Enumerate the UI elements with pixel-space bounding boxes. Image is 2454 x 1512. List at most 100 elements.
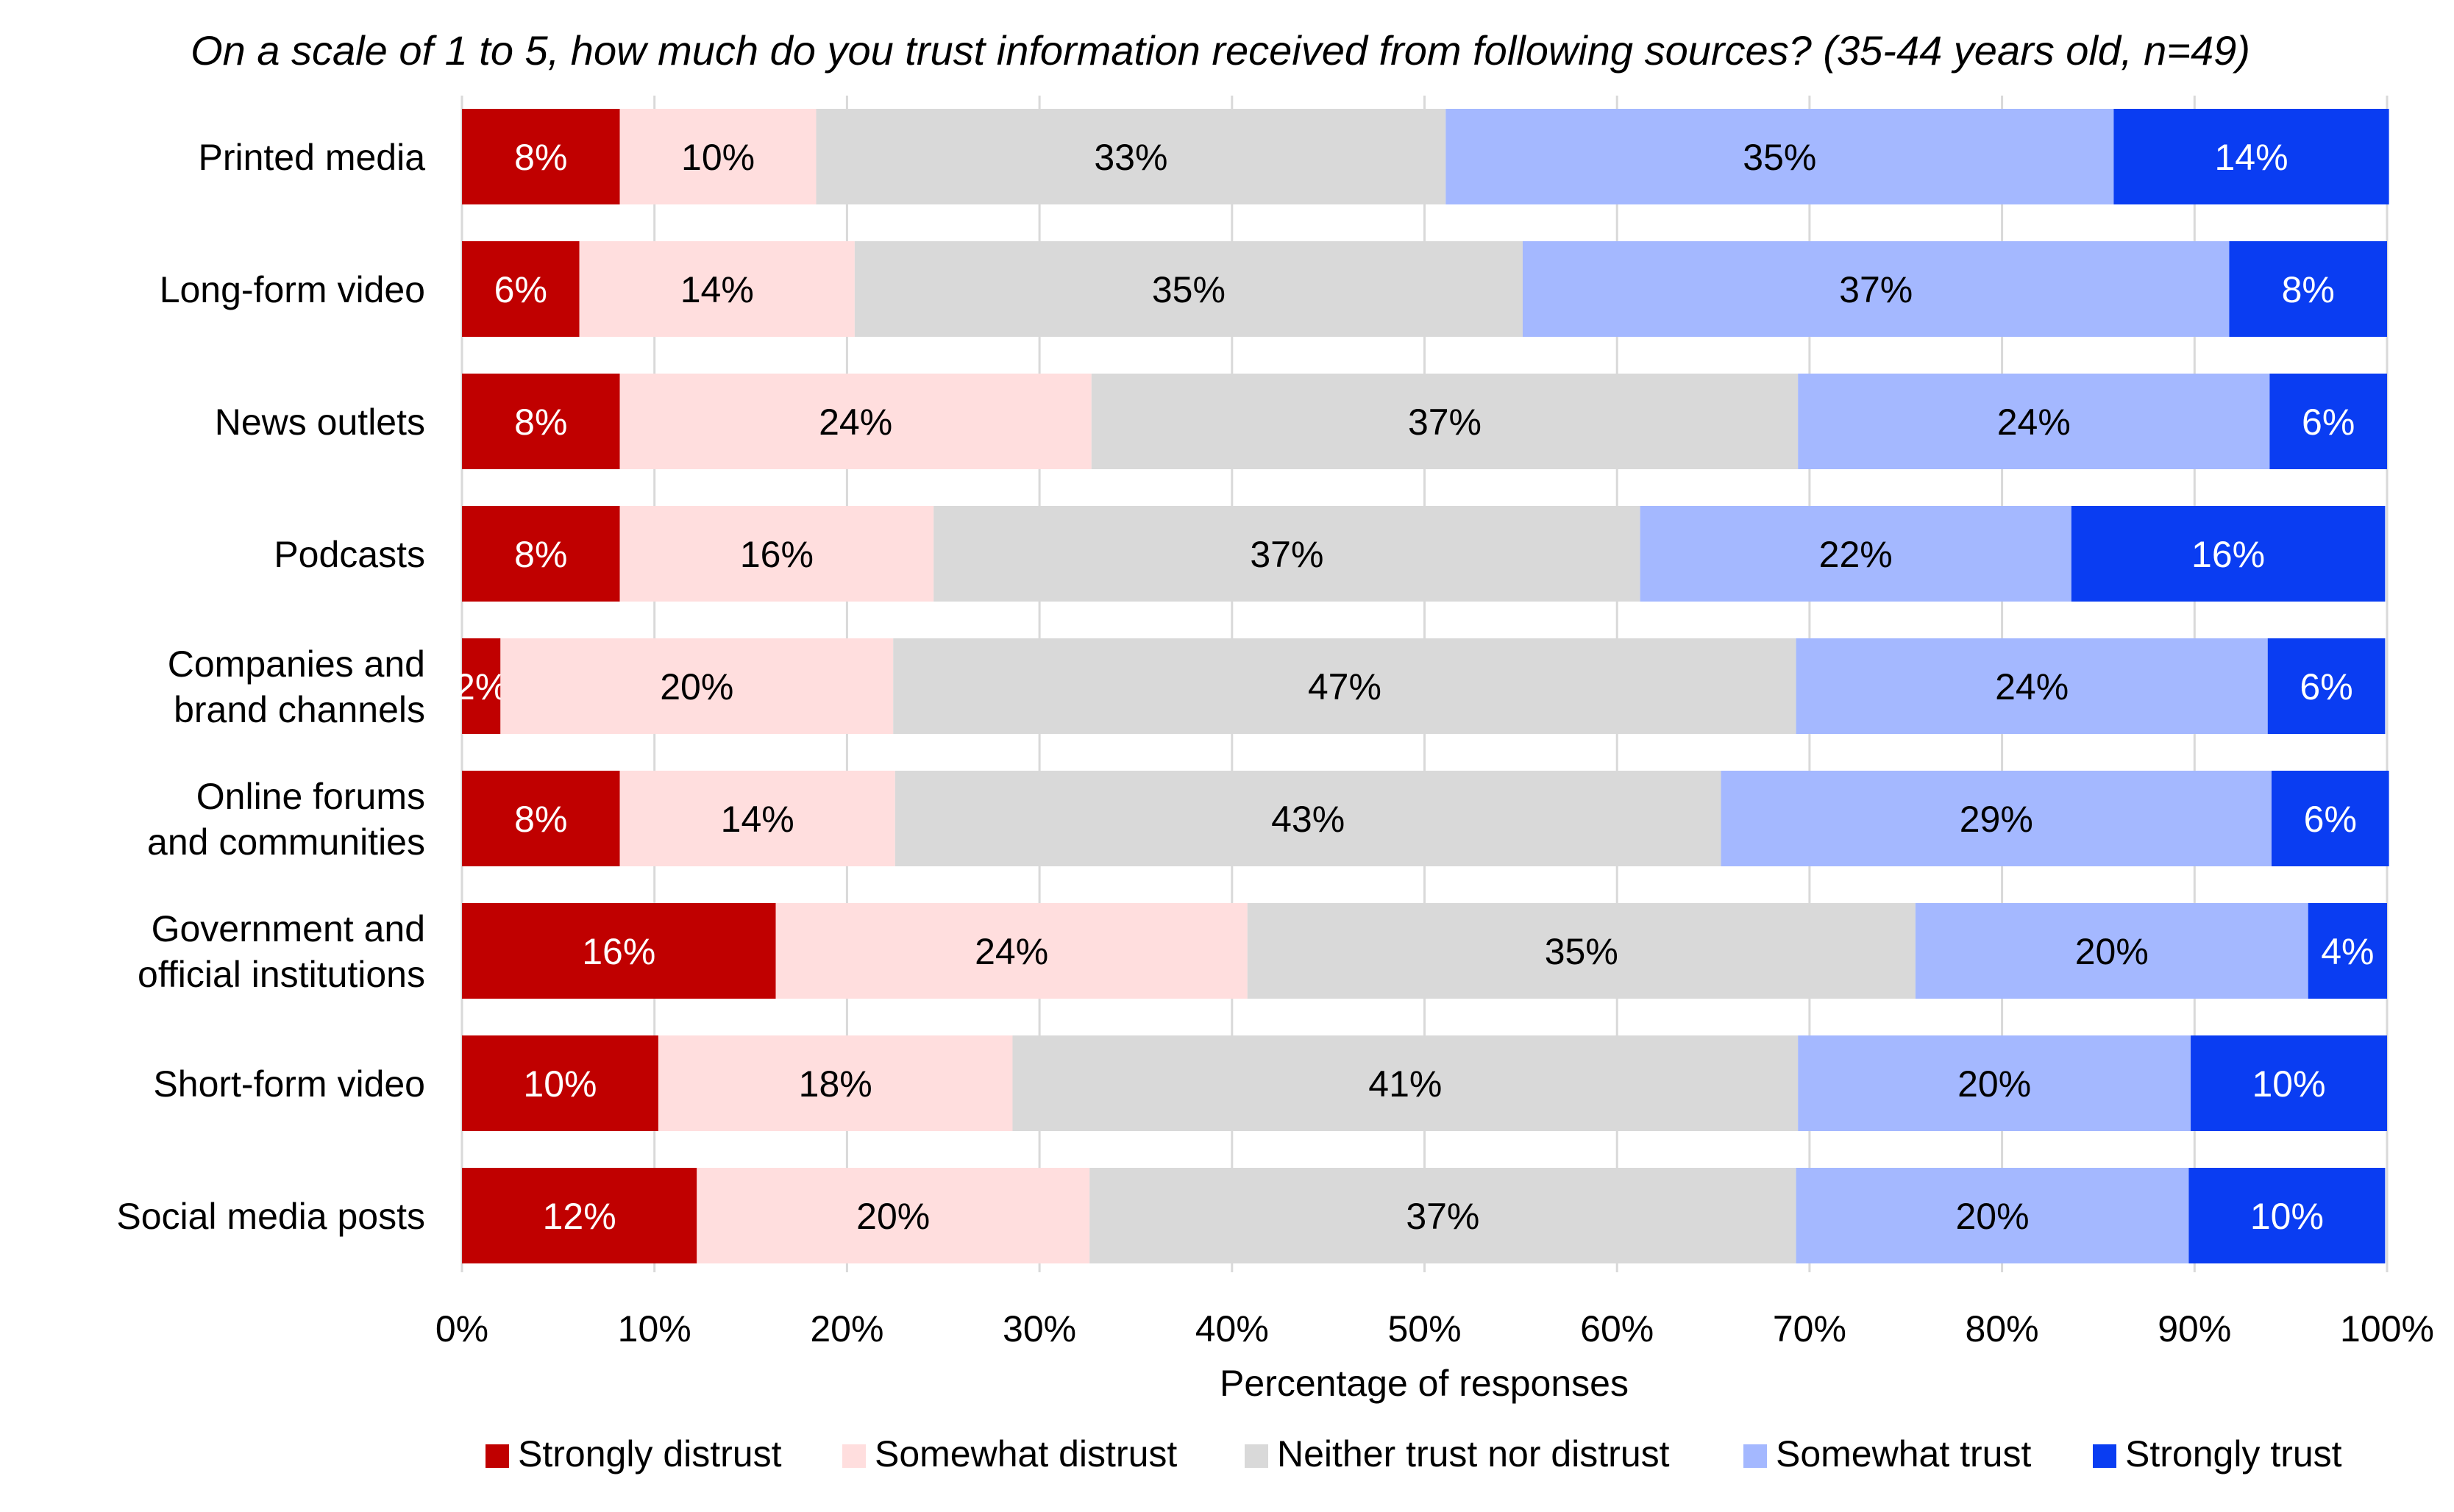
bar-social-media-posts-strongly-distrust [462,1168,697,1263]
data-label: 10% [2250,1196,2324,1237]
bar-government-and-official-institutions-strongly-distrust [462,903,776,999]
data-label: 24% [1995,666,2069,707]
data-label: 43% [1271,799,1345,840]
bar-social-media-posts-somewhat-trust [1796,1168,2189,1263]
data-label: 37% [1839,269,1913,310]
legend-swatch-neither-trust-nor-distrust [1245,1444,1268,1468]
bar-news-outlets-strongly-distrust [462,374,620,469]
bar-podcasts-somewhat-distrust [619,506,934,602]
bar-short-form-video-somewhat-trust [1798,1035,2191,1131]
legend-swatch-strongly-trust [2093,1444,2116,1468]
category-label: Online forums and communities [147,776,425,863]
data-label: 35% [1545,931,1618,972]
bar-long-form-video-somewhat-trust [1522,241,2230,337]
bar-online-forums-and-communities-neither-trust-nor-distrust [895,771,1721,866]
x-axis-title: Percentage of responses [1220,1363,1629,1404]
bar-podcasts-strongly-distrust [462,506,620,602]
bar-companies-and-brand-channels-neither-trust-nor-distrust [893,638,1796,734]
bar-companies-and-brand-channels-strongly-distrust [462,638,501,734]
bar-long-form-video-strongly-trust [2229,241,2387,337]
category-label-line: Companies and [168,643,425,685]
bar-printed-media-neither-trust-nor-distrust [816,109,1446,204]
data-label: 4% [2321,931,2374,972]
data-label: 6% [2304,799,2357,840]
category-label: Social media posts [116,1196,425,1237]
data-label: 33% [1094,137,1167,178]
data-label: 14% [721,799,794,840]
data-label: 20% [660,666,733,707]
category-label-line: official institutions [138,954,425,995]
x-tick-label: 80% [1966,1308,2039,1349]
chart-title: On a scale of 1 to 5, how much do you tr… [191,27,2250,74]
bar-news-outlets-strongly-trust [2269,374,2387,469]
x-tick-label: 90% [2158,1308,2231,1349]
x-tick-label: 20% [810,1308,883,1349]
data-label: 6% [494,269,547,310]
category-label: Podcasts [274,534,425,575]
bar-government-and-official-institutions-somewhat-distrust [775,903,1248,999]
category-label: Short-form video [153,1063,425,1105]
bar-online-forums-and-communities-somewhat-trust [1721,771,2272,866]
bar-printed-media-somewhat-trust [1445,109,2114,204]
legend-label: Somewhat distrust [875,1433,1177,1474]
legend: Strongly distrust Somewhat distrust Neithe… [486,1433,2342,1474]
data-label: 6% [2302,402,2355,443]
data-label: 24% [1997,402,2071,443]
data-label: 8% [2282,269,2335,310]
bar-long-form-video-neither-trust-nor-distrust [854,241,1523,337]
bar-companies-and-brand-channels-somewhat-trust [1796,638,2268,734]
bar-podcasts-neither-trust-nor-distrust [933,506,1640,602]
bar-government-and-official-institutions-somewhat-trust [1915,903,2308,999]
bar-companies-and-brand-channels-somewhat-distrust [500,638,894,734]
data-label: 35% [1152,269,1226,310]
data-label: 8% [514,534,567,575]
bar-podcasts-somewhat-trust [1640,506,2071,602]
data-label: 14% [680,269,754,310]
bar-podcasts-strongly-trust [2071,506,2386,602]
bar-companies-and-brand-channels-strongly-trust [2267,638,2386,734]
x-tick-label: 10% [618,1308,691,1349]
category-label-line: Online forums [196,776,425,817]
legend-label: Strongly distrust [518,1433,782,1474]
data-label: 37% [1408,402,1482,443]
bar-news-outlets-somewhat-trust [1798,374,2270,469]
bar-government-and-official-institutions-neither-trust-nor-distrust [1247,903,1916,999]
bar-social-media-posts-strongly-trust [2188,1168,2386,1263]
legend-swatch-somewhat-trust [1743,1444,1767,1468]
data-label: 24% [975,931,1048,972]
bar-long-form-video-somewhat-distrust [579,241,855,337]
bar-news-outlets-neither-trust-nor-distrust [1091,374,1799,469]
bar-short-form-video-strongly-trust [2191,1035,2387,1131]
bar-short-form-video-neither-trust-nor-distrust [1012,1035,1799,1131]
data-label: 10% [523,1063,597,1105]
bar-online-forums-and-communities-strongly-distrust [462,771,620,866]
legend-label: Somewhat trust [1776,1433,2031,1474]
category-label: Companies and brand channels [168,643,425,730]
data-label: 12% [543,1196,616,1237]
data-label: 8% [514,799,567,840]
x-tick-label: 100% [2340,1308,2434,1349]
bar-online-forums-and-communities-strongly-trust [2271,771,2389,866]
data-label: 10% [2252,1063,2325,1105]
legend-label: Strongly trust [2125,1433,2342,1474]
data-label: 47% [1308,666,1381,707]
x-tick-label: 70% [1773,1308,1846,1349]
data-label: 8% [514,402,567,443]
data-label: 16% [582,931,655,972]
data-label: 37% [1250,534,1323,575]
bar-government-and-official-institutions-strongly-trust [2308,903,2387,999]
category-label: Long-form video [160,269,425,310]
legend-label: Neither trust nor distrust [1277,1433,1670,1474]
category-labels: Printed media Long-form video News outlets… [116,137,425,1237]
data-label: 29% [1960,799,2033,840]
data-label: 24% [819,402,892,443]
legend-swatch-somewhat-distrust [842,1444,866,1468]
bar-social-media-posts-neither-trust-nor-distrust [1089,1168,1796,1263]
bar-short-form-video-somewhat-distrust [658,1035,1013,1131]
bar-printed-media-somewhat-distrust [619,109,817,204]
data-label: 20% [2075,931,2149,972]
data-label: 41% [1368,1063,1442,1105]
data-label: 8% [514,137,567,178]
data-label: 22% [1819,534,1893,575]
bar-online-forums-and-communities-somewhat-distrust [619,771,895,866]
